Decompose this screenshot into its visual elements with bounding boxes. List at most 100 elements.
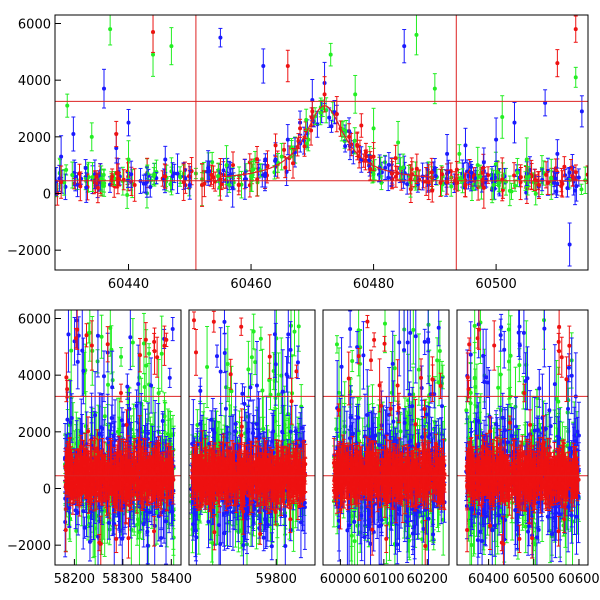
data-point <box>114 146 119 151</box>
data-point <box>102 414 107 419</box>
data-point <box>141 341 146 346</box>
model-curve <box>220 105 435 178</box>
data-point <box>494 137 499 142</box>
data-point <box>102 181 107 186</box>
data-point <box>383 165 388 170</box>
bottom-panel: 58200 58300 58400 59800 60000 60100 60200 60400… <box>7 308 600 587</box>
data-point <box>285 64 290 68</box>
data-point <box>95 333 100 338</box>
data-point <box>401 165 406 170</box>
data-point <box>478 174 483 179</box>
scatter-point <box>66 310 71 373</box>
series-point <box>481 166 486 209</box>
data-point <box>491 183 496 188</box>
data-point <box>145 543 150 548</box>
data-point <box>327 115 332 120</box>
data-point <box>163 157 168 162</box>
data-point <box>178 175 183 180</box>
data-point <box>62 180 67 185</box>
data-point <box>102 86 107 91</box>
y-tick-label: 6000 <box>18 18 51 33</box>
data-point <box>99 176 104 181</box>
top-plot-area <box>55 15 588 270</box>
data-point <box>432 166 437 170</box>
data-point <box>347 134 352 139</box>
series-point <box>108 15 113 46</box>
scatter-point <box>109 173 114 187</box>
scatter-point <box>138 337 143 373</box>
data-point <box>107 527 112 532</box>
data-point <box>144 363 149 368</box>
data-point <box>324 108 329 113</box>
series-point <box>114 120 119 148</box>
data-point <box>143 337 148 342</box>
series-point <box>77 163 82 184</box>
scatter-point <box>509 182 514 200</box>
scatter-point <box>515 157 520 188</box>
series-point <box>298 118 303 138</box>
data-point <box>496 183 501 188</box>
scatter-point <box>99 165 104 192</box>
data-point <box>87 330 92 335</box>
data-point <box>128 335 133 340</box>
data-point <box>573 170 578 175</box>
series-point <box>95 172 100 204</box>
data-point <box>149 178 154 183</box>
data-point <box>565 186 570 191</box>
data-point <box>585 172 588 177</box>
scatter-point <box>119 407 124 434</box>
data-point <box>82 525 87 530</box>
scatter-point <box>495 160 500 184</box>
scatter-point <box>355 132 360 158</box>
series-point <box>200 163 205 207</box>
data-point <box>368 167 373 172</box>
data-point <box>363 150 368 155</box>
scatter-point <box>533 182 538 206</box>
data-point <box>159 351 164 356</box>
scatter-point <box>84 172 89 203</box>
series-point <box>389 158 394 190</box>
series-point <box>543 89 548 117</box>
data-point <box>99 334 104 339</box>
series-point <box>71 116 76 152</box>
data-point <box>126 157 131 162</box>
data-point <box>334 112 339 117</box>
series-point <box>249 161 254 192</box>
data-point <box>282 147 287 152</box>
data-point <box>167 375 172 380</box>
scatter-point <box>107 513 112 546</box>
scatter-point <box>178 170 183 184</box>
data-point <box>93 413 98 418</box>
top-panel: −2000 0 2000 4000 6000 60440 60460 60480 60500 <box>7 14 589 292</box>
data-point <box>402 44 407 49</box>
data-point <box>405 182 410 187</box>
data-point <box>567 242 572 247</box>
data-point <box>449 184 454 189</box>
series-point <box>579 95 584 128</box>
data-point <box>59 154 64 159</box>
data-point <box>175 171 180 176</box>
data-point <box>463 143 468 148</box>
scatter-point <box>529 159 534 191</box>
data-point <box>83 166 88 170</box>
series-point <box>334 96 339 133</box>
scatter-point <box>562 156 567 178</box>
data-point <box>309 128 314 133</box>
data-point <box>108 27 113 32</box>
data-point <box>255 157 260 162</box>
scatter-point <box>75 334 80 390</box>
data-point <box>187 183 192 187</box>
data-point <box>440 172 445 177</box>
data-point <box>156 391 161 396</box>
scatter-point <box>570 169 575 187</box>
data-point <box>156 514 161 519</box>
series-point <box>500 95 505 139</box>
series-point <box>414 15 419 56</box>
data-point <box>125 384 130 389</box>
series-point <box>512 101 517 144</box>
scatter-point <box>306 127 311 152</box>
data-point <box>298 126 303 131</box>
series-point <box>224 145 229 186</box>
x-tick-label: 60500 <box>475 277 516 292</box>
